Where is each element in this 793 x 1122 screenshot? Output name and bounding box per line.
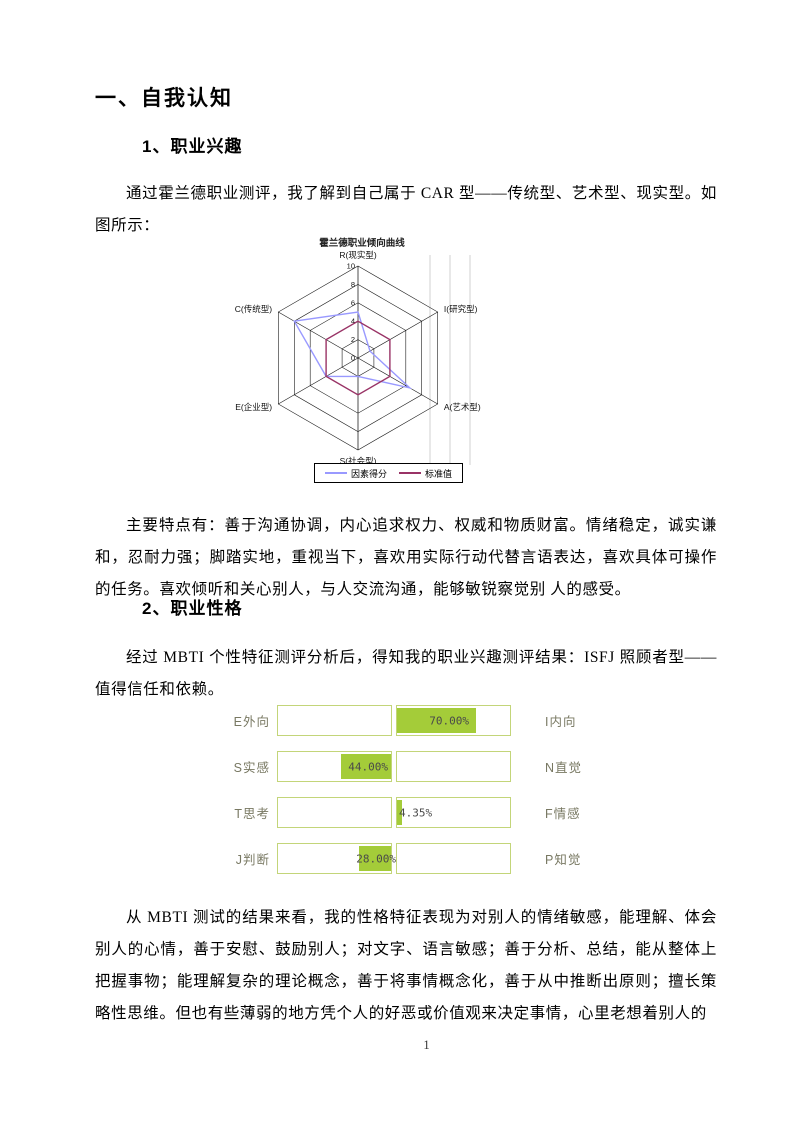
radar-axis-label: R(现实型): [339, 250, 376, 260]
paragraph-holland-traits: 主要特点有：善于沟通协调，内心追求权力、权威和物质财富。情绪稳定，诚实谦和，忍耐…: [95, 516, 717, 598]
section-heading-career-interest: 1、职业兴趣: [142, 137, 243, 156]
mbti-bar-chart: E外向 70.00% I内向 S实感 44.00% N直觉 T思考 4.35% …: [200, 705, 620, 889]
radar-decoration-lines: [429, 255, 471, 465]
radar-axis-labels: R(现实型) I(研究型) A(艺术型) S(社会型) E(企业型) C(传统型): [235, 250, 481, 466]
mbti-value-label: 4.35%: [399, 806, 433, 819]
mbti-bar-fill: [341, 754, 391, 779]
radar-plot: 霍兰德职业倾向曲线 0 2 4 6 8 10 R(现实型) I(研究型) A(艺术型) S(社会…: [235, 237, 481, 466]
mbti-row-tf: T思考 4.35% F情感: [200, 797, 620, 828]
radar-ring: [309, 302, 407, 414]
radar-legend: 因素得分 标准值: [314, 463, 464, 483]
radar-tick-label: 0: [351, 354, 355, 363]
legend-label: 因素得分: [351, 468, 388, 479]
mbti-row-ei: E外向 70.00% I内向: [200, 705, 620, 736]
mbti-left-label: S实感: [233, 761, 270, 775]
holland-radar-chart: 霍兰德职业倾向曲线 0 2 4 6 8 10 R(现实型) I(研究型) A(艺术型) S(社会…: [230, 233, 510, 495]
radar-axis-label: A(艺术型): [444, 402, 481, 412]
mbti-left-box: [277, 797, 392, 828]
radar-tick-label: 8: [351, 280, 355, 289]
legend-line-sample-maroon: [399, 472, 422, 474]
radar-chart-title: 霍兰德职业倾向曲线: [319, 237, 405, 249]
radar-spoke: [278, 357, 359, 405]
radar-series-standard-value: [325, 320, 391, 396]
mbti-right-box: 4.35%: [396, 797, 511, 828]
paragraph-holland-intro: 通过霍兰德职业测评，我了解到自己属于 CAR 型——传统型、艺术型、现实型。如图…: [95, 184, 717, 234]
radar-tick-label: 10: [347, 262, 355, 271]
legend-line-sample-blue: [325, 472, 347, 474]
mbti-left-box: [277, 705, 392, 736]
radar-ring: [277, 265, 438, 451]
legend-item-factor-score: 因素得分: [325, 467, 387, 480]
mbti-row-jp: J判断 28.00% P知觉: [200, 843, 620, 874]
mbti-left-box: 44.00%: [277, 751, 392, 782]
radar-axis-label: S(社会型): [340, 456, 377, 466]
mbti-bar-fill: [397, 708, 477, 733]
mbti-left-label: E外向: [233, 715, 270, 729]
paragraph-mbti-intro: 经过 MBTI 个性特征测评分析后，得知我的职业兴趣测评结果：ISFJ 照顾者型…: [95, 648, 717, 698]
mbti-left-label: J判断: [235, 853, 270, 867]
radar-series-factor-score: [293, 311, 413, 390]
radar-spoke: [278, 311, 359, 359]
radar-tick-label: 4: [351, 317, 355, 326]
mbti-row-sn: S实感 44.00% N直觉: [200, 751, 620, 782]
page-number: 1: [423, 1038, 430, 1052]
radar-tick-label: 6: [351, 298, 355, 307]
mbti-bar-fill: [359, 846, 391, 871]
radar-axis-label: E(企业型): [235, 402, 272, 412]
mbti-right-label: N直觉: [545, 761, 583, 775]
mbti-value-label: 28.00%: [356, 852, 396, 865]
radar-spoke: [357, 357, 438, 405]
radar-tick-label: 2: [351, 335, 355, 344]
mbti-left-box: 28.00%: [277, 843, 396, 874]
paragraph-mbti-analysis: 从 MBTI 测试的结果来看，我的性格特征表现为对别人的情绪敏感，能理解、体会别…: [95, 908, 717, 1022]
radar-axis-label: C(传统型): [235, 304, 272, 314]
page-title: 一、自我认知: [95, 87, 233, 110]
mbti-right-box: [396, 751, 511, 782]
mbti-right-box: [396, 843, 511, 874]
radar-spoke: [357, 311, 438, 359]
mbti-bar-fill: [397, 800, 402, 825]
mbti-right-box: 70.00%: [396, 705, 511, 736]
mbti-value-label: 70.00%: [429, 714, 469, 727]
radar-grid: [278, 266, 438, 450]
mbti-value-label: 44.00%: [348, 760, 388, 773]
legend-item-standard-value: 标准值: [399, 467, 452, 480]
mbti-right-label: P知觉: [545, 853, 582, 867]
radar-tick-labels: 0 2 4 6 8 10: [347, 262, 355, 363]
mbti-left-label: T思考: [234, 807, 270, 821]
legend-label: 标准值: [425, 468, 453, 479]
section-heading-career-personality: 2、职业性格: [142, 599, 243, 618]
mbti-right-label: F情感: [545, 807, 581, 821]
mbti-right-label: I内向: [545, 715, 577, 729]
radar-axis-label: I(研究型): [444, 304, 478, 314]
